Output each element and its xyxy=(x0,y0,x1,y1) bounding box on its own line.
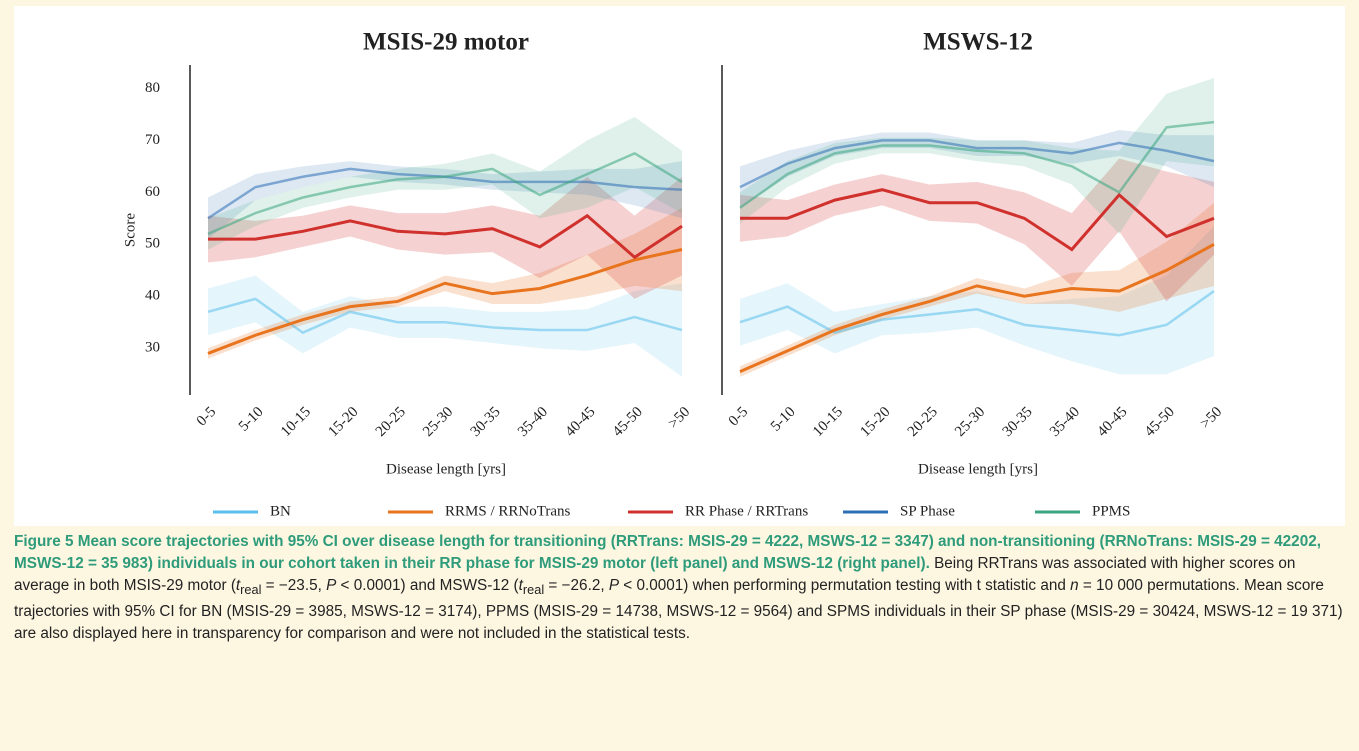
series-line xyxy=(739,290,1215,337)
x-axis-label: Disease length [yrs] xyxy=(386,461,506,477)
ci-band xyxy=(208,176,682,299)
series-line xyxy=(207,151,683,236)
caption-text: real xyxy=(240,582,262,598)
caption-text: < 0.0001) when performing permutation te… xyxy=(619,577,1071,594)
panel-title: MSWS-12 xyxy=(923,29,1033,56)
legend-label: RR Phase / RRTrans xyxy=(685,503,808,519)
caption-text: P xyxy=(326,577,337,594)
ci-band xyxy=(740,77,1214,234)
ci-band xyxy=(208,161,682,240)
series-line xyxy=(739,242,1215,373)
panel-title: MSIS-29 motor xyxy=(363,29,529,56)
legend-label: BN xyxy=(270,503,291,519)
caption-text: P xyxy=(608,577,620,594)
caption-text: n xyxy=(1070,577,1079,594)
legend-label: SP Phase xyxy=(900,503,955,519)
caption-text: Being RRTrans was associated with higher… xyxy=(14,555,1296,594)
series-line xyxy=(208,213,683,260)
series-line xyxy=(739,120,1215,209)
ci-band xyxy=(208,116,682,250)
series-line xyxy=(207,297,683,335)
series-line xyxy=(739,139,1215,189)
chart-background xyxy=(14,6,1345,526)
y-tick-label: 60 xyxy=(145,184,160,200)
y-tick-label: 40 xyxy=(145,288,160,304)
caption-text: = 10 000 permutations. Mean score trajec… xyxy=(14,577,1343,643)
ci-band xyxy=(740,226,1214,375)
y-tick-label: 50 xyxy=(145,236,160,252)
caption: Figure 5 Mean score trajectories with 95… xyxy=(14,531,1349,645)
series-line xyxy=(207,248,683,355)
caption-text: t xyxy=(518,577,523,594)
caption-text: = −26.2, xyxy=(544,577,609,594)
x-axis-label: Disease length [yrs] xyxy=(918,461,1038,477)
y-tick-label: 30 xyxy=(145,340,160,356)
series-line xyxy=(740,188,1215,252)
y-tick-label: 70 xyxy=(145,132,160,148)
caption-text: real xyxy=(522,582,545,598)
ci-band xyxy=(740,202,1214,377)
caption-text: = −23.5, xyxy=(261,577,327,594)
caption-text: < 0.0001) and MSWS-12 ( xyxy=(336,577,519,594)
caption-text: t xyxy=(235,577,241,594)
y-axis-label: Score xyxy=(122,213,138,247)
y-tick-label: 80 xyxy=(145,80,160,96)
ci-band xyxy=(208,275,682,377)
legend-label: PPMS xyxy=(1092,503,1130,519)
caption-lead: Figure 5 Mean score trajectories with 95… xyxy=(14,533,1321,572)
legend-label: RRMS / RRNoTrans xyxy=(445,503,570,519)
